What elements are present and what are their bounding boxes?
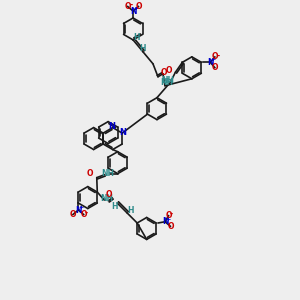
- Text: O: O: [80, 210, 87, 219]
- Text: +: +: [78, 205, 83, 210]
- Text: O: O: [86, 169, 93, 178]
- Text: N: N: [120, 128, 127, 136]
- Text: NH: NH: [160, 78, 173, 87]
- Text: O: O: [70, 210, 76, 219]
- Text: N: N: [207, 58, 214, 67]
- Text: O: O: [135, 2, 142, 11]
- Text: N: N: [108, 122, 115, 131]
- Text: O: O: [212, 63, 218, 72]
- Text: O: O: [106, 190, 112, 199]
- Text: +: +: [165, 217, 170, 222]
- Text: O: O: [161, 68, 167, 77]
- Text: H: H: [139, 44, 145, 53]
- Text: NH: NH: [101, 169, 114, 178]
- Text: N: N: [162, 217, 168, 226]
- Text: N: N: [130, 7, 136, 16]
- Text: NH: NH: [161, 76, 174, 85]
- Text: O: O: [124, 2, 131, 11]
- Text: O: O: [165, 66, 172, 75]
- Text: NH: NH: [101, 194, 114, 202]
- Text: -: -: [216, 52, 219, 61]
- Text: O: O: [212, 52, 218, 62]
- Text: -: -: [85, 209, 88, 218]
- Text: -: -: [129, 1, 132, 10]
- Text: H: H: [111, 202, 118, 211]
- Text: -: -: [170, 210, 173, 219]
- Text: N: N: [75, 206, 82, 214]
- Text: O: O: [167, 222, 174, 231]
- Text: H: H: [127, 206, 134, 214]
- Text: O: O: [165, 211, 172, 220]
- Text: +: +: [210, 57, 215, 62]
- Text: +: +: [133, 6, 138, 11]
- Text: H: H: [133, 33, 139, 42]
